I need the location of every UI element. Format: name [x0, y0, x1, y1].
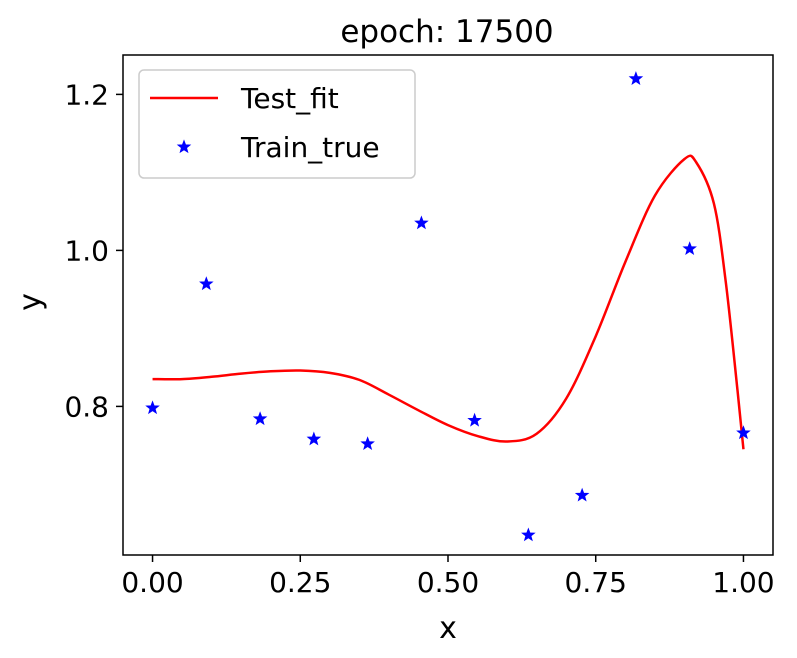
train-true-point: [521, 527, 536, 542]
plot-content: [145, 71, 751, 542]
series-line-test-fit: [152, 154, 745, 450]
x-tick-label: 0.75: [565, 566, 627, 599]
x-axis-label: x: [439, 611, 457, 646]
legend: Test_fit Train_true: [138, 69, 416, 179]
chart-title: epoch: 17500: [340, 14, 553, 50]
y-tick-label: 1.0: [64, 234, 109, 267]
y-axis: 0.8 1.0 1.2: [64, 78, 123, 423]
train-true-point: [199, 276, 214, 291]
train-true-point: [252, 411, 268, 426]
x-tick-label: 0.00: [121, 566, 183, 599]
x-axis: 0.00 0.25 0.50 0.75 1.00: [121, 555, 775, 599]
y-tick-label: 0.8: [64, 390, 109, 423]
train-true-point: [360, 436, 375, 451]
x-tick-label: 0.25: [269, 566, 331, 599]
x-tick-label: 0.50: [417, 566, 479, 599]
train-true-point: [682, 241, 697, 256]
train-true-point: [306, 431, 322, 446]
legend-label-train-true: Train_true: [240, 131, 380, 164]
legend-star-swatch: [176, 139, 192, 154]
x-tick-label: 1.00: [712, 566, 774, 599]
train-true-point: [736, 425, 751, 440]
train-true-point: [145, 400, 160, 415]
y-tick-label: 1.2: [64, 78, 109, 111]
train-true-point: [414, 215, 429, 230]
train-true-point: [628, 71, 644, 85]
y-axis-label: y: [13, 293, 48, 311]
train-true-point: [574, 487, 590, 502]
legend-label-test-fit: Test_fit: [240, 82, 339, 115]
train-true-point: [467, 412, 482, 427]
